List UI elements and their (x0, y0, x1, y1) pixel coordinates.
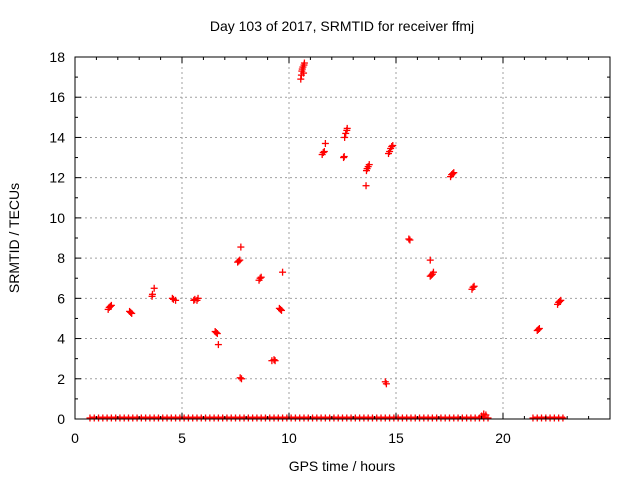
data-point (257, 273, 265, 281)
x-tick-label: 15 (388, 430, 404, 446)
y-tick-label: 6 (57, 290, 65, 306)
data-point (426, 256, 434, 264)
data-point (341, 133, 349, 141)
y-tick-label: 8 (57, 250, 65, 266)
y-tick-label: 14 (49, 129, 65, 145)
data-point (256, 274, 264, 282)
data-point (405, 235, 413, 243)
data-point (278, 306, 286, 314)
y-tick-label: 12 (49, 170, 65, 186)
data-point (300, 59, 308, 67)
y-tick-label: 18 (49, 49, 65, 65)
data-point (557, 296, 565, 304)
data-point (362, 182, 370, 190)
y-tick-label: 2 (57, 371, 65, 387)
baseline-point (559, 414, 567, 422)
data-point (212, 329, 220, 337)
data-point (482, 411, 490, 419)
data-point (406, 236, 414, 244)
data-point (556, 297, 564, 305)
data-point (235, 257, 243, 265)
x-axis-label: GPS time / hours (289, 458, 396, 474)
data-point (388, 142, 396, 150)
data-point (300, 69, 308, 77)
data-point (469, 283, 477, 291)
y-tick-label: 10 (49, 210, 65, 226)
y-tick-label: 4 (57, 331, 65, 347)
data-point (150, 284, 158, 292)
data-point (148, 290, 156, 298)
data-point (470, 282, 478, 290)
data-points (86, 59, 567, 422)
grid-lines (75, 57, 610, 419)
y-axis-label: SRMTID / TECUs (6, 183, 22, 293)
data-point (276, 305, 284, 313)
data-point (107, 301, 115, 309)
data-point (127, 308, 135, 316)
x-tick-label: 0 (71, 430, 79, 446)
data-point (389, 141, 397, 149)
data-point (236, 256, 244, 264)
data-point (268, 357, 276, 365)
data-point (214, 341, 222, 349)
x-tick-label: 10 (281, 430, 297, 446)
axis-ticks: 0 5 10 15 20 0 2 4 6 8 10 12 14 16 18 (49, 49, 610, 446)
data-point (320, 148, 328, 156)
data-point (128, 309, 136, 317)
data-point (534, 326, 542, 334)
data-point (382, 380, 390, 388)
chart-title: Day 103 of 2017, SRMTID for receiver ffm… (210, 18, 474, 34)
data-point (449, 170, 457, 178)
data-point (194, 294, 202, 302)
y-tick-label: 16 (49, 89, 65, 105)
x-tick-label: 20 (495, 430, 511, 446)
data-point (450, 169, 458, 177)
data-point (279, 268, 287, 276)
data-point (236, 374, 244, 382)
data-point (535, 325, 543, 332)
data-point (342, 129, 350, 137)
data-point (429, 268, 437, 276)
data-point (237, 375, 245, 383)
data-point (365, 161, 373, 169)
y-tick-label: 0 (57, 411, 65, 427)
data-point (319, 149, 327, 157)
data-point (386, 148, 394, 156)
data-point (213, 330, 221, 338)
plot-frame (74, 56, 611, 420)
data-point (106, 302, 114, 310)
x-tick-label: 5 (178, 430, 186, 446)
data-point (343, 124, 351, 132)
data-point (321, 139, 329, 147)
data-point (172, 296, 180, 304)
data-point (340, 153, 348, 161)
data-point (237, 243, 245, 251)
